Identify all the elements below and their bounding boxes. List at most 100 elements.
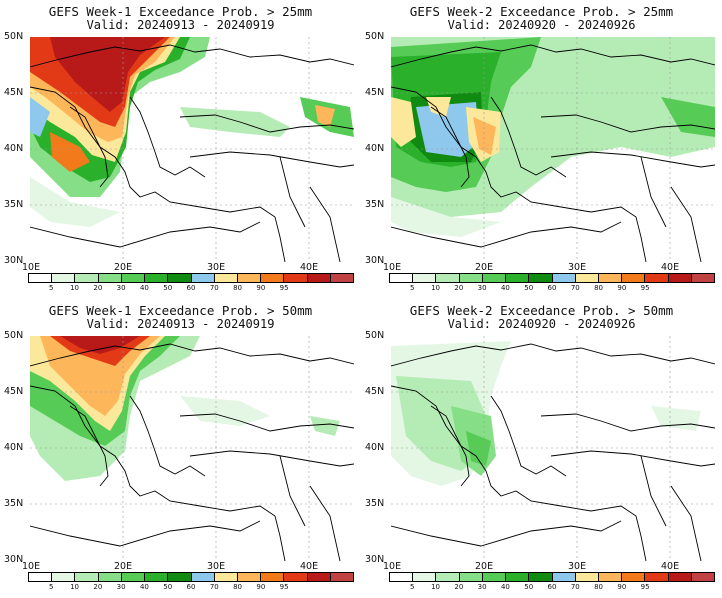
colorbar-swatch <box>390 573 414 581</box>
colorbar-swatch <box>261 274 285 282</box>
colorbar-label: 95 <box>279 284 289 292</box>
lat-label-50n: 50N <box>365 31 385 42</box>
colorbar-swatch <box>75 274 99 282</box>
colorbar-swatch <box>121 573 146 581</box>
colorbar-swatch <box>598 274 623 282</box>
colorbar-label: 20 <box>454 284 464 292</box>
colorbar-label: 40 <box>139 583 149 591</box>
colorbar-swatch <box>691 573 715 581</box>
map-panel-week2-50mm: GEFS Week-2 Exceedance Prob. > 50mm Vali… <box>361 299 722 598</box>
coastlines <box>30 343 354 561</box>
colorbar-label: 10 <box>431 284 441 292</box>
colorbar-label: 60 <box>547 284 557 292</box>
lat-label-35n: 35N <box>4 199 24 210</box>
colorbar-label: 90 <box>256 583 266 591</box>
colorbar-label: 90 <box>617 583 627 591</box>
map-panel-week1-25mm: GEFS Week-1 Exceedance Prob. > 25mm Vali… <box>0 0 361 299</box>
colorbar-label: 60 <box>186 583 196 591</box>
lat-label-45n: 45N <box>4 386 24 397</box>
panel-title: GEFS Week-1 Exceedance Prob. > 50mm <box>48 303 313 318</box>
colorbar-swatch <box>459 274 483 282</box>
colorbar-swatch <box>668 274 692 282</box>
gridlines <box>391 37 715 262</box>
colorbar-label: 5 <box>49 583 54 591</box>
lat-label-35n: 35N <box>365 199 385 210</box>
lat-label-30n: 30N <box>4 554 24 565</box>
lon-label-40e: 40E <box>661 561 680 572</box>
colorbar-label: 95 <box>279 583 289 591</box>
colorbar-label: 10 <box>70 583 80 591</box>
panel-title: GEFS Week-2 Exceedance Prob. > 50mm <box>409 303 674 318</box>
colorbar-label: 50 <box>163 583 173 591</box>
colorbar-label: 90 <box>256 284 266 292</box>
colorbar-swatch <box>237 274 262 282</box>
colorbar-swatch <box>413 573 437 581</box>
probability-map <box>30 336 354 561</box>
colorbar-swatch <box>436 274 460 282</box>
colorbar-label: 50 <box>163 284 173 292</box>
colorbar-label: 10 <box>70 284 80 292</box>
gridlines <box>30 37 354 262</box>
colorbar-swatch <box>121 274 146 282</box>
lat-label-40n: 40N <box>4 442 24 453</box>
lat-label-45n: 45N <box>4 87 24 98</box>
gridlines <box>30 336 354 561</box>
lon-label-20e: 20E <box>114 561 133 572</box>
colorbar-swatch <box>622 573 646 581</box>
coastlines <box>30 44 354 262</box>
colorbar-swatch <box>552 573 576 581</box>
colorbar-swatch <box>75 573 99 581</box>
lon-label-40e: 40E <box>661 262 680 273</box>
lon-label-40e: 40E <box>300 561 319 572</box>
coastlines <box>391 343 715 561</box>
colorbar-swatch <box>390 274 414 282</box>
colorbar-label: 5 <box>410 284 415 292</box>
colorbar <box>389 273 715 283</box>
colorbar-swatch <box>482 274 507 282</box>
lat-label-30n: 30N <box>365 255 385 266</box>
panel-valid-dates: Valid: 20240920 - 20240926 <box>447 317 636 331</box>
map-canvas <box>391 37 715 262</box>
colorbar-label: 40 <box>500 583 510 591</box>
lat-label-45n: 45N <box>365 386 385 397</box>
colorbar-swatch <box>29 573 53 581</box>
lat-label-40n: 40N <box>365 442 385 453</box>
colorbar-swatch <box>145 274 169 282</box>
colorbar-swatch <box>436 573 460 581</box>
map-canvas <box>30 37 354 262</box>
colorbar-label: 95 <box>640 583 650 591</box>
lat-label-30n: 30N <box>365 554 385 565</box>
colorbar-label: 70 <box>570 583 580 591</box>
colorbar-label: 30 <box>116 284 126 292</box>
colorbar-swatch <box>691 274 715 282</box>
colorbar-swatch <box>284 573 308 581</box>
colorbar <box>28 572 354 582</box>
probability-shading <box>391 37 715 237</box>
colorbar-swatch <box>307 274 331 282</box>
colorbar-swatch <box>575 274 599 282</box>
colorbar-swatch <box>98 274 122 282</box>
lat-label-35n: 35N <box>4 498 24 509</box>
colorbar-swatch <box>145 573 169 581</box>
lon-label-30e: 30E <box>207 262 226 273</box>
lat-label-40n: 40N <box>4 143 24 154</box>
lat-label-40n: 40N <box>365 143 385 154</box>
panel-title: GEFS Week-2 Exceedance Prob. > 25mm <box>409 4 674 19</box>
colorbar-label: 70 <box>209 583 219 591</box>
colorbar-swatch <box>459 573 483 581</box>
panel-valid-dates: Valid: 20240920 - 20240926 <box>447 18 636 32</box>
lon-label-20e: 20E <box>114 262 133 273</box>
colorbar-label: 80 <box>233 583 243 591</box>
colorbar-swatch <box>506 573 530 581</box>
gridlines <box>391 336 715 561</box>
colorbar-swatch <box>284 274 308 282</box>
lon-label-10e: 10E <box>383 561 402 572</box>
colorbar-swatch <box>668 573 692 581</box>
probability-shading <box>30 336 340 481</box>
colorbar-swatch <box>191 573 215 581</box>
colorbar-swatch <box>168 274 192 282</box>
colorbar-label: 5 <box>410 583 415 591</box>
map-canvas <box>30 336 354 561</box>
colorbar <box>28 273 354 283</box>
lat-label-50n: 50N <box>4 330 24 341</box>
